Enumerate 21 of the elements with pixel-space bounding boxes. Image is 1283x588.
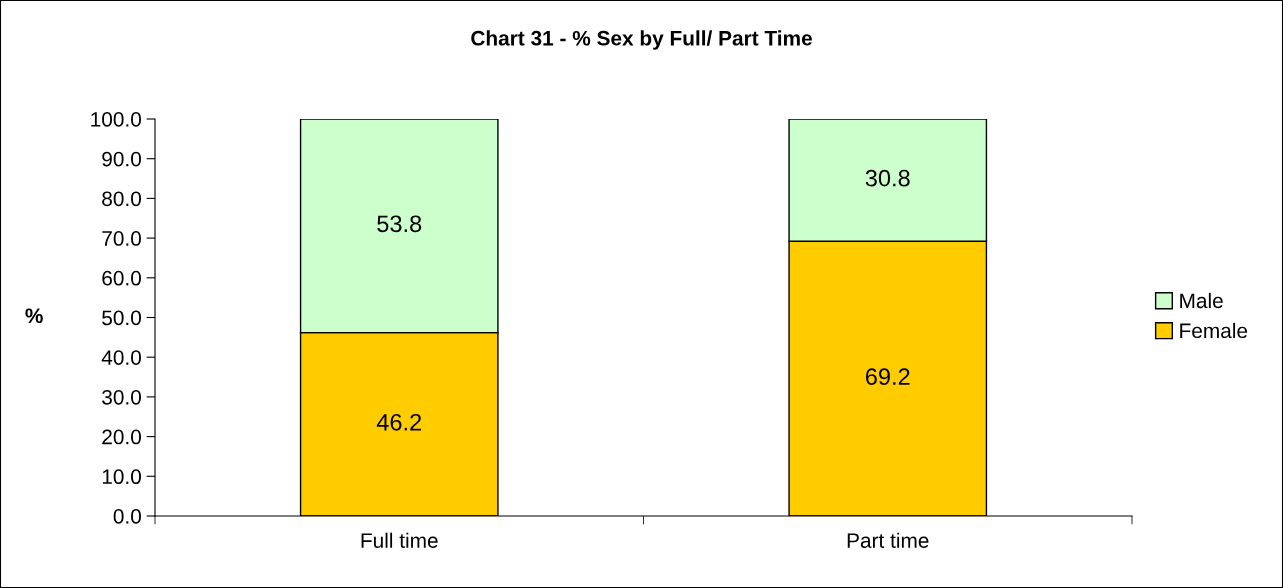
data-label: 30.8 <box>865 169 910 187</box>
y-tick-label: 30.0 <box>102 389 141 405</box>
legend-label: Male <box>1180 292 1223 309</box>
legend-label: Female <box>1180 322 1248 339</box>
y-tick-label: 50.0 <box>102 310 141 326</box>
y-tick-label: 40.0 <box>101 350 141 365</box>
data-label: 46.2 <box>376 413 422 431</box>
chart-title: Chart 31 - % Sex by Full/ Part Time <box>471 30 812 50</box>
y-tick-label: 100.0 <box>91 112 141 127</box>
y-tick-label: 70.0 <box>102 231 141 246</box>
y-tick-label: 80.0 <box>102 191 141 207</box>
y-tick-label: 20.0 <box>102 429 141 445</box>
y-tick-label: 60.0 <box>102 270 141 286</box>
data-label: 53.8 <box>377 215 422 233</box>
y-axis-title: % <box>25 308 43 324</box>
y-tick-label: 0.0 <box>113 509 141 524</box>
x-tick-label: Part time <box>847 532 929 548</box>
y-tick-label: 10.0 <box>102 469 141 485</box>
y-tick-label: 90.0 <box>102 151 141 167</box>
x-tick-label: Full time <box>361 532 438 548</box>
data-label: 69.2 <box>865 368 910 385</box>
